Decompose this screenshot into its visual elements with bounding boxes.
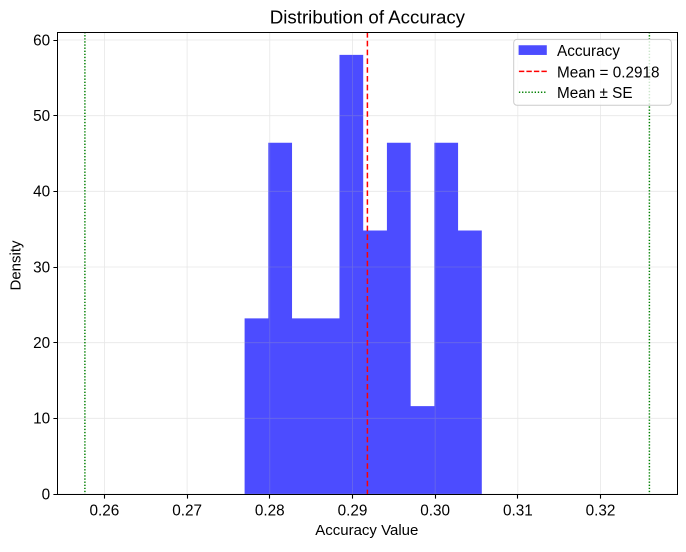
svg-text:Accuracy: Accuracy	[557, 43, 620, 60]
svg-text:20: 20	[33, 335, 50, 352]
svg-text:0: 0	[42, 486, 51, 503]
svg-text:0.26: 0.26	[90, 502, 120, 519]
svg-text:0.27: 0.27	[172, 502, 202, 519]
svg-text:0.29: 0.29	[338, 502, 368, 519]
svg-text:0.31: 0.31	[503, 502, 533, 519]
svg-text:0.32: 0.32	[586, 502, 616, 519]
svg-text:60: 60	[33, 32, 50, 49]
svg-text:50: 50	[33, 108, 50, 125]
svg-text:Mean ± SE: Mean ± SE	[557, 85, 633, 102]
svg-text:0.30: 0.30	[420, 502, 450, 519]
svg-text:Density: Density	[8, 240, 25, 291]
svg-text:Distribution of Accuracy: Distribution of Accuracy	[270, 6, 466, 27]
svg-text:Mean = 0.2918: Mean = 0.2918	[557, 64, 660, 81]
svg-text:Accuracy Value: Accuracy Value	[315, 522, 418, 539]
svg-text:10: 10	[33, 411, 50, 428]
svg-text:40: 40	[33, 184, 50, 201]
svg-text:30: 30	[33, 259, 50, 276]
svg-text:0.28: 0.28	[255, 502, 285, 519]
